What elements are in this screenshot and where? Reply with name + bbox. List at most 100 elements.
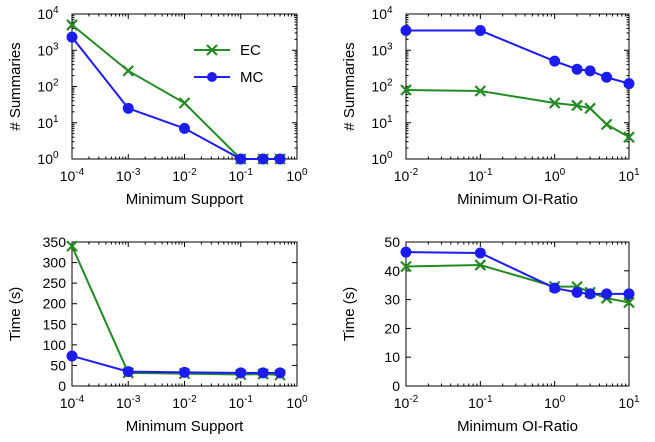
y-tick-label: 200 [43, 296, 67, 312]
data-point [623, 296, 635, 309]
series-ec [400, 84, 635, 143]
chart-panel-3: 10-4 10-3 10-2 10-1 100 0 50 100 150 200 250 300 350… [7, 234, 308, 435]
y-tick-label: 50 [50, 357, 66, 373]
x-tick-label: 101 [618, 167, 640, 184]
x-tick-label: 10-2 [394, 167, 419, 184]
x-tick-label: 10-3 [116, 167, 141, 184]
series-line-ec [405, 89, 630, 139]
data-point [601, 71, 613, 83]
x-tick-label: 100 [544, 167, 566, 184]
data-point [235, 153, 247, 165]
x-tick-label: 10-1 [468, 394, 493, 411]
x-tick-label: 10-1 [468, 167, 493, 184]
legend-label: EC [240, 42, 261, 59]
series-line-ec [71, 245, 281, 376]
y-tick-label: 20 [384, 320, 400, 336]
y-tick-label: 0 [392, 378, 400, 394]
y-tick-label: 100 [43, 337, 67, 353]
data-point [400, 246, 412, 258]
data-point [474, 259, 487, 271]
chart-panel-2: 10-2 10-1 100 101 100 101 102 103 104 Minimum OI-… [341, 5, 640, 208]
legend-marker [207, 72, 217, 82]
data-point [584, 65, 596, 77]
series-line-mc [406, 29, 630, 85]
chart-panel-1: 10-4 10-3 10-2 10-1 100 100 101 102 103 104 Minimu… [7, 5, 308, 208]
x-tick-label: 10-4 [60, 167, 85, 184]
y-tick-label: 102 [37, 78, 59, 95]
data-point [400, 84, 412, 96]
x-tick-label: 100 [286, 167, 308, 184]
data-point [179, 366, 190, 378]
x-tick-label: 10-1 [229, 167, 254, 184]
x-axis-label: Minimum Support [126, 191, 244, 208]
data-point [548, 97, 561, 109]
data-point [584, 102, 596, 115]
y-tick-label: 0 [58, 378, 66, 394]
y-tick-label: 350 [43, 234, 67, 250]
y-tick-label: 300 [43, 255, 67, 271]
plot-frame [71, 13, 298, 160]
data-point [66, 19, 78, 31]
y-axis-label: # Summaries [341, 42, 358, 130]
series-ec [400, 259, 635, 309]
y-axis-label: Time (s) [341, 287, 358, 341]
legend: EC MC [194, 42, 263, 86]
data-point [474, 25, 486, 37]
data-point [623, 288, 635, 300]
x-tick-label: 100 [544, 394, 566, 411]
data-point [274, 367, 286, 379]
y-tick-label: 101 [371, 114, 393, 131]
data-point [601, 288, 613, 300]
y-tick-label: 50 [384, 234, 400, 250]
data-point [122, 102, 134, 114]
data-point [257, 367, 269, 379]
x-tick-label: 10-2 [394, 394, 419, 411]
data-point [66, 350, 78, 362]
x-tick-label: 10-3 [116, 394, 141, 411]
data-point [66, 31, 78, 43]
data-point [400, 25, 412, 37]
data-point [257, 153, 269, 165]
y-tick-label: 103 [371, 41, 393, 58]
y-tick-label: 100 [37, 150, 59, 167]
series-line-mc [71, 355, 281, 374]
y-tick-label: 102 [371, 78, 393, 95]
data-point [549, 55, 561, 67]
data-point [623, 131, 635, 143]
y-axis-label: Time (s) [7, 287, 24, 341]
data-point [178, 97, 191, 109]
plot-frame [405, 13, 630, 160]
x-tick-label: 10-4 [60, 394, 85, 411]
series-mc [400, 246, 635, 300]
x-tick-label: 10-1 [229, 394, 254, 411]
legend-label: MC [240, 69, 263, 86]
y-tick-label: 104 [37, 5, 59, 22]
series-mc [400, 25, 635, 90]
y-tick-label: 100 [371, 150, 393, 167]
legend-marker [206, 44, 218, 56]
y-tick-label: 10 [384, 349, 400, 365]
series-line-mc [405, 251, 629, 295]
data-point [571, 99, 583, 112]
data-point [623, 78, 635, 90]
x-axis-label: Minimum Support [126, 418, 244, 435]
series-mc [66, 31, 286, 165]
data-point [400, 260, 412, 273]
y-tick-label: 250 [43, 275, 67, 291]
y-tick-label: 40 [384, 263, 400, 279]
x-axis-label: Minimum OI-Ratio [457, 191, 578, 208]
x-tick-label: 10-2 [172, 167, 197, 184]
data-point [66, 240, 78, 252]
data-point [571, 63, 583, 75]
x-axis-label: Minimum OI-Ratio [457, 418, 578, 435]
y-tick-label: 150 [43, 316, 67, 332]
data-point [474, 247, 486, 259]
x-tick-label: 10-2 [172, 394, 197, 411]
series-ec [66, 240, 286, 381]
data-point [474, 85, 487, 97]
y-tick-label: 30 [384, 292, 400, 308]
x-tick-label: 101 [618, 394, 640, 411]
data-point [235, 367, 247, 379]
